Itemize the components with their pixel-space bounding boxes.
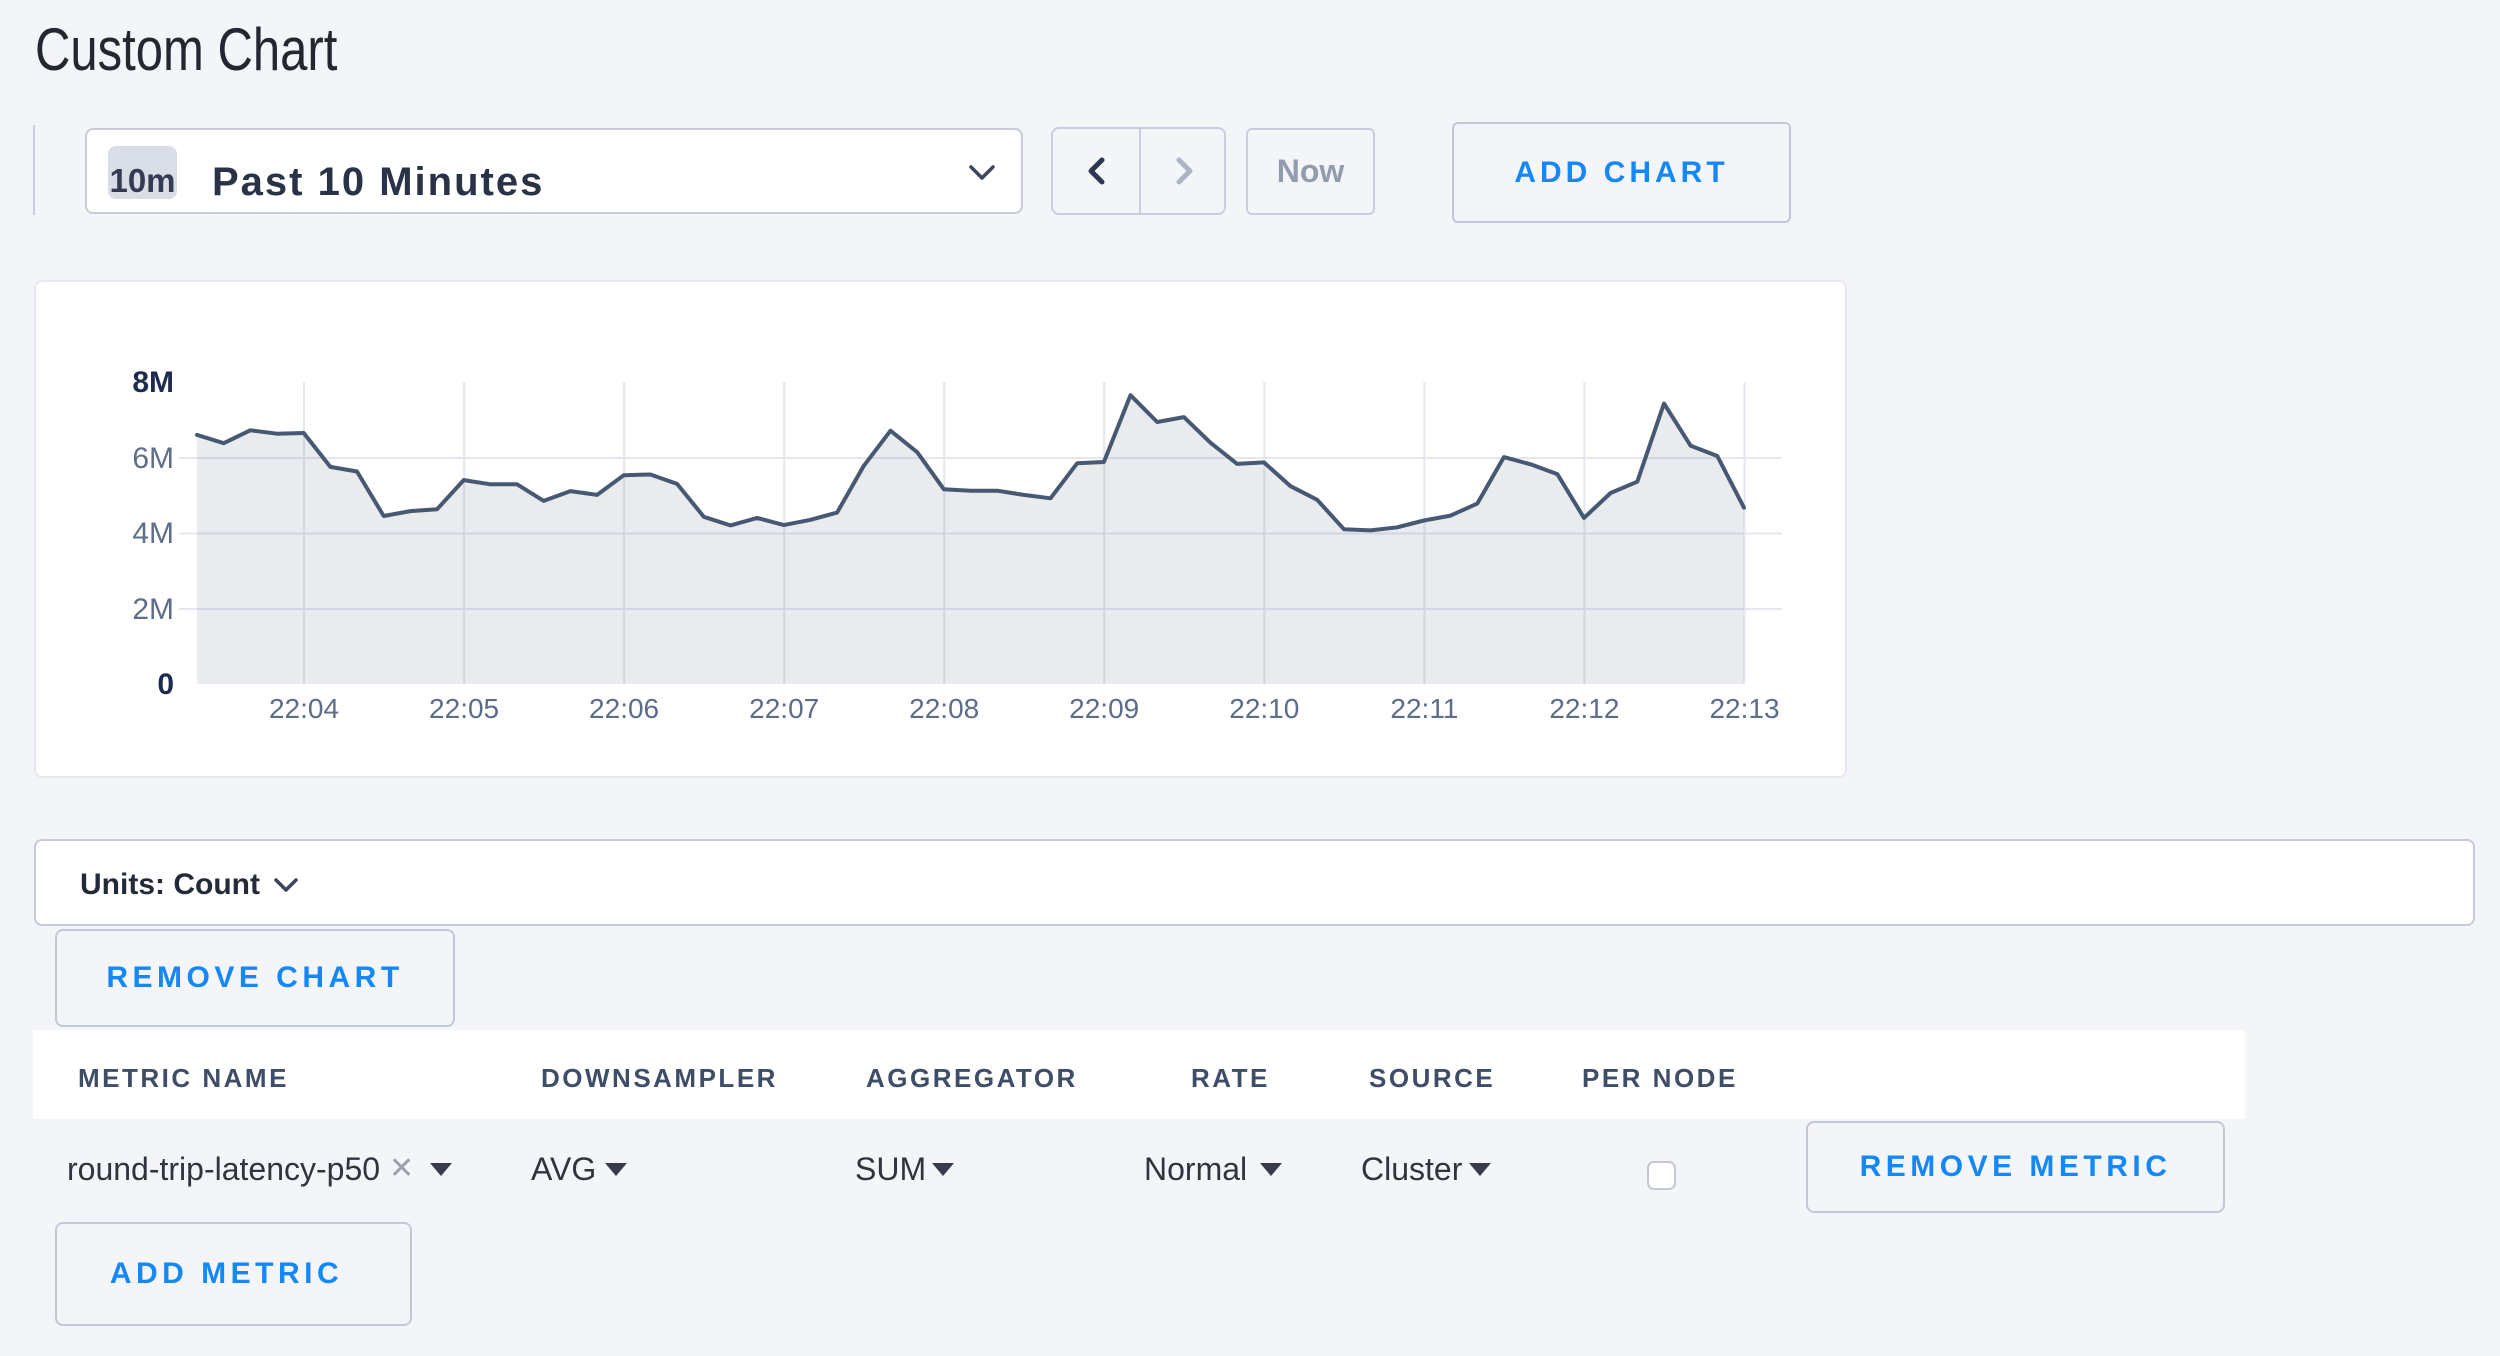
svg-text:0: 0 bbox=[157, 668, 174, 701]
svg-text:22:04: 22:04 bbox=[269, 693, 339, 724]
svg-text:22:10: 22:10 bbox=[1229, 693, 1299, 724]
svg-text:22:06: 22:06 bbox=[589, 693, 659, 724]
svg-text:22:05: 22:05 bbox=[429, 693, 499, 724]
svg-text:8M: 8M bbox=[132, 366, 174, 399]
svg-text:22:11: 22:11 bbox=[1390, 693, 1458, 724]
svg-text:22:08: 22:08 bbox=[909, 693, 979, 724]
svg-text:6M: 6M bbox=[132, 442, 174, 475]
svg-text:2M: 2M bbox=[132, 593, 174, 626]
svg-text:4M: 4M bbox=[132, 517, 174, 550]
svg-text:22:07: 22:07 bbox=[749, 693, 819, 724]
svg-text:22:12: 22:12 bbox=[1549, 693, 1619, 724]
svg-text:22:13: 22:13 bbox=[1709, 693, 1779, 724]
svg-text:22:09: 22:09 bbox=[1069, 693, 1139, 724]
